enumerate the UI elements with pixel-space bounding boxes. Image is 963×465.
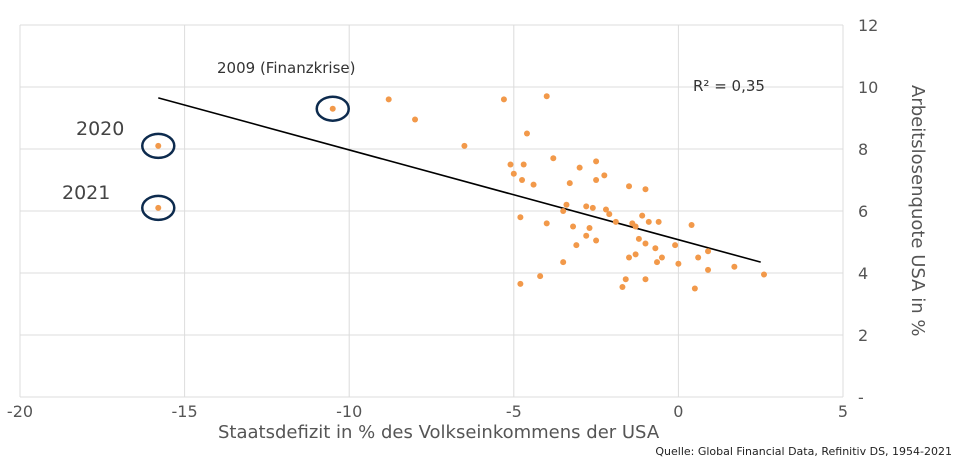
data-point [510,170,517,177]
highlight-ring [141,194,176,222]
data-point [760,271,767,278]
y-tick-label: 6 [858,202,868,221]
data-point [593,237,600,244]
data-point [155,142,162,149]
data-point [654,259,661,266]
data-point [583,232,590,239]
highlight-ring [141,132,176,160]
data-point [593,177,600,183]
y-tick-label: 4 [858,264,868,283]
x-tick-label: 5 [838,402,848,421]
gridlines [19,24,844,398]
data-point [543,93,550,100]
data-point [612,218,619,225]
annotation-2021: 2021 [62,182,110,204]
y-tick-label: 10 [858,78,878,97]
data-point [632,251,639,258]
data-point [570,223,577,230]
source-note: Quelle: Global Financial Data, Refinitiv… [655,445,952,458]
data-point [412,116,419,123]
data-point [461,142,468,149]
highlight-rings [141,95,350,222]
data-point [635,235,642,242]
y-tick-label: 2 [858,326,868,345]
y-tick-labels: - 2 4 6 8 10 12 [858,16,878,407]
y-axis-title: Arbeitslosenquote USA in % [907,85,928,336]
data-point [500,96,507,103]
annotation-2009: 2009 (Finanzkrise) [217,59,356,77]
data-points [155,93,767,292]
data-point [606,211,613,218]
data-point [517,280,524,287]
data-point [688,221,695,228]
data-point [652,245,659,252]
data-point [642,186,649,193]
data-point [642,240,649,247]
data-point [619,283,626,290]
data-point [543,220,550,227]
data-point [622,276,629,283]
data-point [560,208,567,214]
data-point [566,180,573,187]
data-point [589,204,596,211]
data-point [731,263,738,270]
data-point [563,201,570,208]
data-point [537,273,544,280]
x-tick-label: -5 [506,402,522,421]
data-point [576,164,583,171]
data-point [507,161,514,168]
data-point [519,177,526,183]
data-point [602,206,609,213]
data-point [573,242,580,249]
highlight-ring [315,95,350,122]
data-point [601,172,608,179]
data-point [550,155,557,162]
data-point [385,96,392,103]
data-point [645,218,652,225]
y-tick-label: 12 [858,16,878,35]
x-tick-label: 0 [673,402,683,421]
data-point [517,214,524,221]
y-tick-label: - [858,388,864,407]
x-tick-label: -10 [336,402,362,421]
data-point [695,254,702,261]
data-point [658,254,665,261]
data-point [691,285,698,292]
annotation-2020: 2020 [76,118,124,140]
data-point [705,266,712,273]
data-point [583,203,590,210]
x-axis-title: Staatsdefizit in % des Volkseinkommens d… [218,422,660,443]
x-tick-label: -20 [7,402,33,421]
data-point [632,223,639,230]
data-point [626,183,633,190]
data-point [530,181,537,188]
x-tick-label: -15 [172,402,198,421]
data-point [586,225,593,232]
data-point [675,260,682,267]
x-tick-labels: -20 -15 -10 -5 0 5 [7,402,848,421]
y-tick-label: 8 [858,140,868,159]
data-point [523,130,530,137]
data-point [705,248,712,255]
data-point [672,242,679,249]
data-point [626,254,633,261]
data-point [329,105,336,112]
data-point [639,212,646,219]
data-point [593,158,600,165]
r-squared-label: R² = 0,35 [693,77,765,95]
trendline [158,97,761,263]
data-point [155,204,162,211]
data-point [520,161,527,168]
data-point [560,259,567,266]
data-point [642,276,649,283]
data-point [655,218,662,225]
